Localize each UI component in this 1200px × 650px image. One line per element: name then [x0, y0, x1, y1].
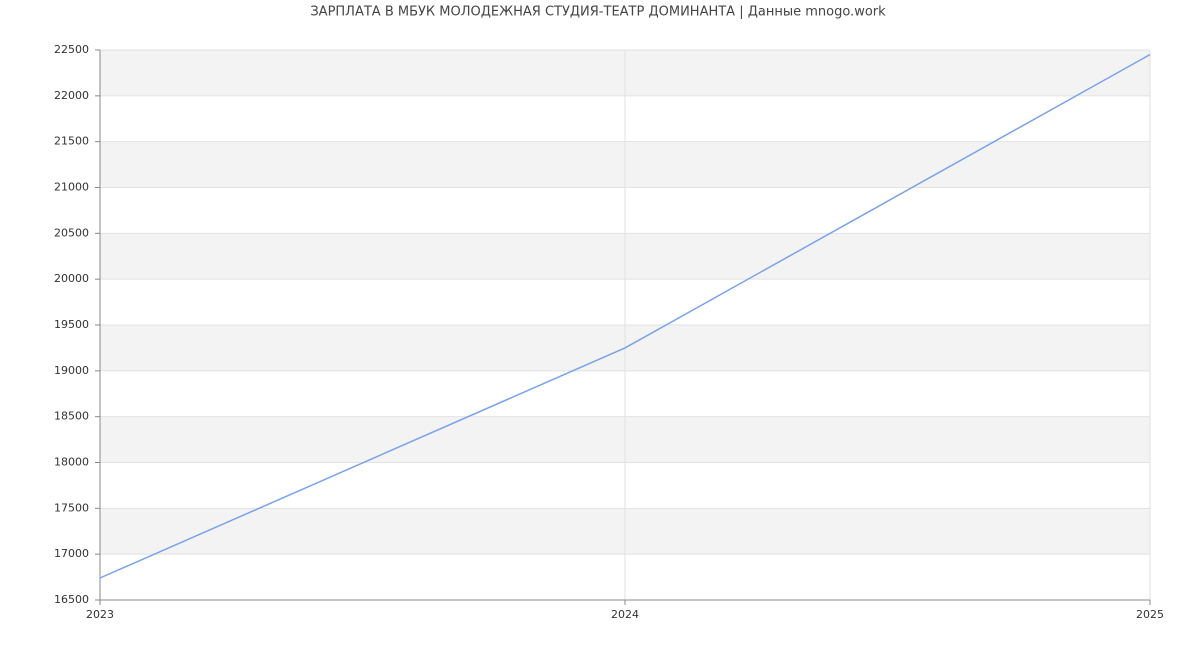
y-tick-label: 19500 [54, 318, 89, 331]
y-tick-label: 16500 [54, 593, 89, 606]
y-tick-label: 20000 [54, 272, 89, 285]
y-tick-label: 19000 [54, 364, 89, 377]
y-tick-label: 21000 [54, 181, 89, 194]
x-tick-label: 2024 [611, 608, 639, 621]
y-tick-label: 17000 [54, 547, 89, 560]
y-tick-label: 22500 [54, 43, 89, 56]
y-tick-label: 21500 [54, 135, 89, 148]
y-tick-label: 22000 [54, 89, 89, 102]
line-series [99, 53, 1151, 579]
x-tick-label: 2025 [1136, 608, 1164, 621]
y-tick-label: 18000 [54, 456, 89, 469]
chart-title: ЗАРПЛАТА В МБУК МОЛОДЕЖНАЯ СТУДИЯ-ТЕАТР … [310, 5, 886, 20]
y-tick-label: 20500 [54, 226, 89, 239]
y-tick-label: 18500 [54, 410, 89, 423]
y-tick-label: 17500 [54, 501, 89, 514]
x-tick-label: 2023 [86, 608, 114, 621]
